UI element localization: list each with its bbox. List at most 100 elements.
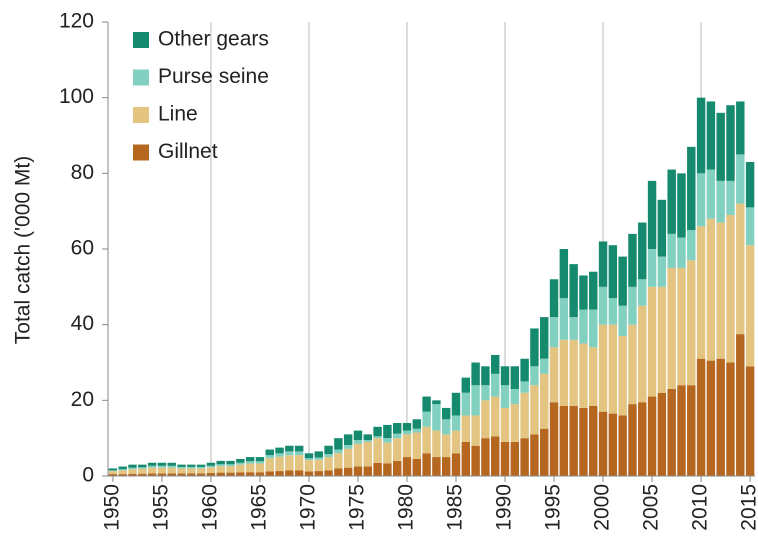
y-axis-title: Total catch ('000 Mt) xyxy=(12,156,35,344)
bar-segment xyxy=(304,460,314,472)
y-tick-label: 40 xyxy=(71,312,94,335)
bar-segment xyxy=(520,438,529,476)
bar-segment xyxy=(745,366,755,476)
bar-segment xyxy=(177,468,186,474)
bar-segment xyxy=(706,101,716,170)
bar-segment xyxy=(628,286,637,325)
bar-segment xyxy=(236,472,245,476)
bar-segment xyxy=(500,407,510,442)
bar-segment xyxy=(608,298,618,325)
y-tick-label: 80 xyxy=(71,161,94,184)
bar-segment xyxy=(736,203,745,335)
bar-segment xyxy=(569,317,578,340)
bar-segment xyxy=(187,473,196,476)
bar-segment xyxy=(745,161,755,208)
bar-segment xyxy=(667,267,676,389)
bar-segment xyxy=(206,472,216,476)
bar-segment xyxy=(383,463,392,476)
bar-segment xyxy=(696,173,706,227)
bar-segment xyxy=(451,453,461,476)
bar-segment xyxy=(471,362,480,386)
bar-segment xyxy=(314,471,323,476)
bar-segment xyxy=(383,438,392,443)
bar-segment xyxy=(422,426,431,454)
bar-segment xyxy=(569,339,578,407)
legend-label: Line xyxy=(158,103,198,126)
bar-segment xyxy=(314,459,323,472)
bar-segment xyxy=(128,467,137,470)
bar-segment xyxy=(402,423,412,431)
bar-segment xyxy=(167,473,176,476)
bar-segment xyxy=(285,455,294,471)
bar-segment xyxy=(441,407,451,420)
bar-segment xyxy=(167,467,176,474)
bar-segment xyxy=(491,436,500,476)
legend-swatch xyxy=(133,69,149,86)
bar-segment xyxy=(138,468,147,474)
bar-segment xyxy=(559,339,569,407)
bar-segment xyxy=(226,466,235,473)
bar-segment xyxy=(726,180,735,215)
bar-segment xyxy=(706,360,716,476)
bar-segment xyxy=(500,385,510,408)
bar-segment xyxy=(647,396,657,476)
bar-segment xyxy=(314,451,323,458)
x-tick-label: 2000 xyxy=(591,484,614,531)
bar-segment xyxy=(255,463,265,473)
bar-segment xyxy=(177,464,186,467)
bar-segment xyxy=(628,233,637,287)
bar-segment xyxy=(147,462,157,466)
bar-segment xyxy=(157,462,167,466)
bar-segment xyxy=(334,449,343,454)
bar-segment xyxy=(324,470,333,476)
bar-segment xyxy=(687,260,696,386)
bar-segment xyxy=(471,415,480,446)
bar-segment xyxy=(451,392,461,416)
bar-segment xyxy=(265,471,274,476)
bar-segment xyxy=(216,460,225,465)
bar-segment xyxy=(226,460,235,465)
bar-segment xyxy=(559,249,569,299)
bar-segment xyxy=(265,455,274,459)
bar-segment xyxy=(285,451,294,456)
x-tick-label: 1980 xyxy=(395,484,418,531)
bar-segment xyxy=(206,467,216,473)
bar-segment xyxy=(471,445,480,476)
bar-segment xyxy=(216,466,225,473)
x-tick-label: 1960 xyxy=(198,484,221,531)
bar-segment xyxy=(187,468,196,474)
bar-segment xyxy=(108,474,118,476)
bar-segment xyxy=(226,464,235,467)
bar-segment xyxy=(383,424,392,439)
bar-segment xyxy=(324,457,333,471)
bar-segment xyxy=(294,451,304,456)
legend-label: Gillnet xyxy=(158,140,218,163)
bar-segment xyxy=(677,385,686,476)
y-tick-label: 120 xyxy=(59,10,94,33)
bar-segment xyxy=(647,249,657,287)
bar-segment xyxy=(638,222,647,280)
bar-segment xyxy=(373,438,382,463)
bar-segment xyxy=(667,233,676,268)
bar-segment xyxy=(628,404,637,476)
bar-segment xyxy=(481,400,490,439)
legend-swatch xyxy=(133,32,149,48)
bar-segment xyxy=(373,436,382,439)
bar-segment xyxy=(510,441,520,476)
bar-segment xyxy=(226,472,235,476)
bar-segment xyxy=(510,404,520,442)
bar-segment xyxy=(157,467,167,474)
bar-segment xyxy=(657,256,667,287)
bar-segment xyxy=(559,406,569,476)
bar-segment xyxy=(128,464,137,468)
bar-segment xyxy=(736,154,745,204)
bar-segment xyxy=(138,473,147,476)
bar-segment xyxy=(491,396,500,437)
bar-segment xyxy=(245,457,255,462)
bar-segment xyxy=(481,438,490,476)
bar-segment xyxy=(638,402,647,476)
bar-segment xyxy=(716,112,725,181)
bar-segment xyxy=(236,464,245,473)
x-tick-label: 1990 xyxy=(493,484,516,531)
